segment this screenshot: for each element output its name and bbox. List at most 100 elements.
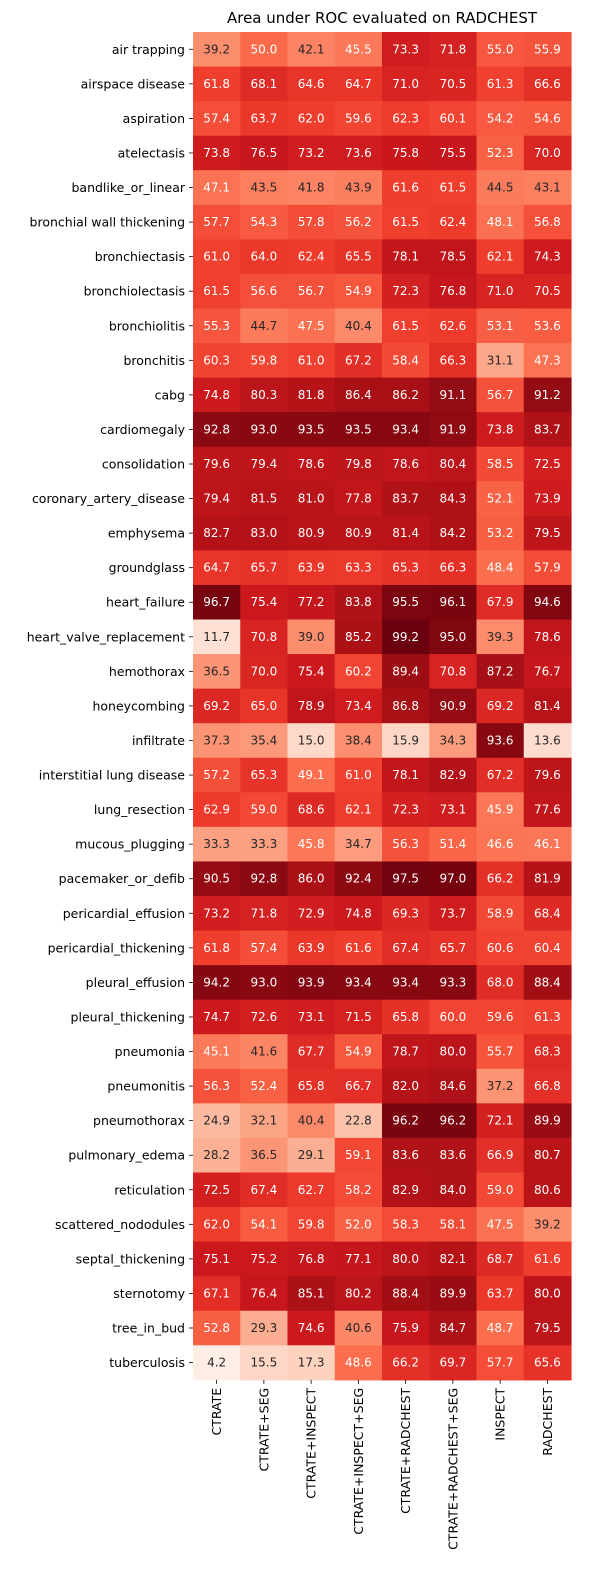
cell-value-label: 15.0 [298,733,325,747]
heatmap-cell [382,273,430,310]
heatmap-cell [476,1207,525,1243]
cell-value-label: 75.2 [251,1252,278,1266]
heatmap-cell [193,826,241,863]
heatmap-cell [382,412,430,448]
cell-value-label: 75.8 [392,146,419,160]
cell-value-label: 65.8 [298,1079,325,1093]
cell-value-label: 80.4 [440,457,467,471]
cell-value-label: 53.6 [534,319,561,333]
heatmap-cell [287,1345,336,1381]
heatmap-cell [334,619,383,655]
cell-value-label: 76.7 [534,664,561,678]
cell-value-label: 61.6 [392,181,419,195]
cell-value-label: 80.9 [345,526,372,540]
heatmap-cell [334,584,383,621]
cell-value-label: 78.6 [298,457,325,471]
cell-value-label: 73.3 [392,42,419,56]
cell-value-label: 73.2 [298,146,325,160]
heatmap-cell [287,1034,336,1070]
row-label: emphysema [108,526,185,541]
row-label: cabg [155,387,185,402]
cell-value-label: 73.7 [440,906,467,920]
cell-value-label: 64.7 [203,561,230,575]
cell-value-label: 81.5 [251,492,278,506]
heatmap-cell [523,826,572,863]
cell-value-label: 89.9 [440,1286,467,1300]
heatmap-cell [193,1241,241,1277]
cell-value-label: 55.7 [487,1045,514,1059]
heatmap-cell [193,412,241,448]
row-label: groundglass [109,560,185,575]
cell-value-label: 74.8 [203,388,230,402]
cell-value-label: 40.4 [298,1114,325,1128]
cell-value-label: 61.3 [534,1010,561,1024]
heatmap-cell [523,999,572,1035]
heatmap-cell [334,1345,383,1381]
heatmap-cell [287,896,336,932]
cell-value-label: 72.1 [487,1114,514,1128]
cell-value-label: 11.7 [203,630,230,644]
cell-value-label: 70.8 [440,664,467,678]
cell-value-label: 80.0 [392,1252,419,1266]
heatmap-cell [193,723,241,759]
cell-value-label: 46.6 [487,837,514,851]
heatmap-cell [382,1068,430,1104]
cell-value-label: 61.0 [298,353,325,367]
heatmap-cell [240,930,289,966]
heatmap-cell [382,377,430,413]
cell-value-label: 61.3 [487,77,514,91]
heatmap-cell [523,377,572,413]
heatmap-cell [240,1241,289,1277]
heatmap-cell [429,204,478,240]
heatmap-cell [193,101,241,137]
row-label: bronchial wall thickening [30,215,185,230]
cell-value-label: 29.3 [251,1321,278,1335]
cell-value-label: 93.5 [298,422,325,436]
row-label: honeycombing [92,698,185,713]
heatmap-cell [240,654,289,690]
cell-value-label: 62.9 [203,803,230,817]
heatmap-cell [193,654,241,690]
cell-value-label: 91.2 [534,388,561,402]
heatmap-cell [476,412,525,448]
heatmap-cell [523,239,572,275]
cell-value-label: 70.8 [251,630,278,644]
heatmap-cell [334,1034,383,1070]
chart-title: Area under ROC evaluated on RADCHEST [227,9,538,27]
heatmap-cell [193,1310,241,1346]
column-label: CTRATE+RADCHEST+SEG [445,1388,460,1550]
heatmap-cell [476,446,525,482]
cell-value-label: 70.5 [534,284,561,298]
heatmap-cell [476,930,525,966]
cell-value-label: 61.8 [203,941,230,955]
cell-value-label: 75.5 [440,146,467,160]
cell-value-label: 61.0 [345,768,372,782]
cell-value-label: 83.7 [392,492,419,506]
cell-value-label: 67.2 [345,353,372,367]
cell-value-label: 64.6 [298,77,325,91]
heatmap-cell [382,965,430,1001]
row-label: sternotomy [113,1286,185,1301]
cell-value-label: 65.8 [392,1010,419,1024]
cell-value-label: 78.9 [298,699,325,713]
cell-value-label: 76.8 [440,284,467,298]
heatmap-cell [523,619,572,655]
heatmap-cell [429,826,478,863]
heatmap-cell [287,273,336,310]
cell-value-label: 66.7 [345,1079,372,1093]
heatmap-cell [334,32,383,68]
heatmap-cell [476,999,525,1035]
cell-value-label: 77.1 [345,1252,372,1266]
heatmap-cell [382,343,430,379]
heatmap-cell [476,1137,525,1174]
heatmap-cell [429,688,478,724]
heatmap-cell [476,1345,525,1381]
heatmap-cell [193,688,241,724]
cell-value-label: 34.7 [345,837,372,851]
cell-value-label: 43.5 [251,181,278,195]
cell-value-label: 77.8 [345,492,372,506]
heatmap-cell [193,446,241,482]
cell-value-label: 93.4 [392,975,419,989]
heatmap-cell [476,515,525,551]
heatmap-cell [429,1103,478,1139]
